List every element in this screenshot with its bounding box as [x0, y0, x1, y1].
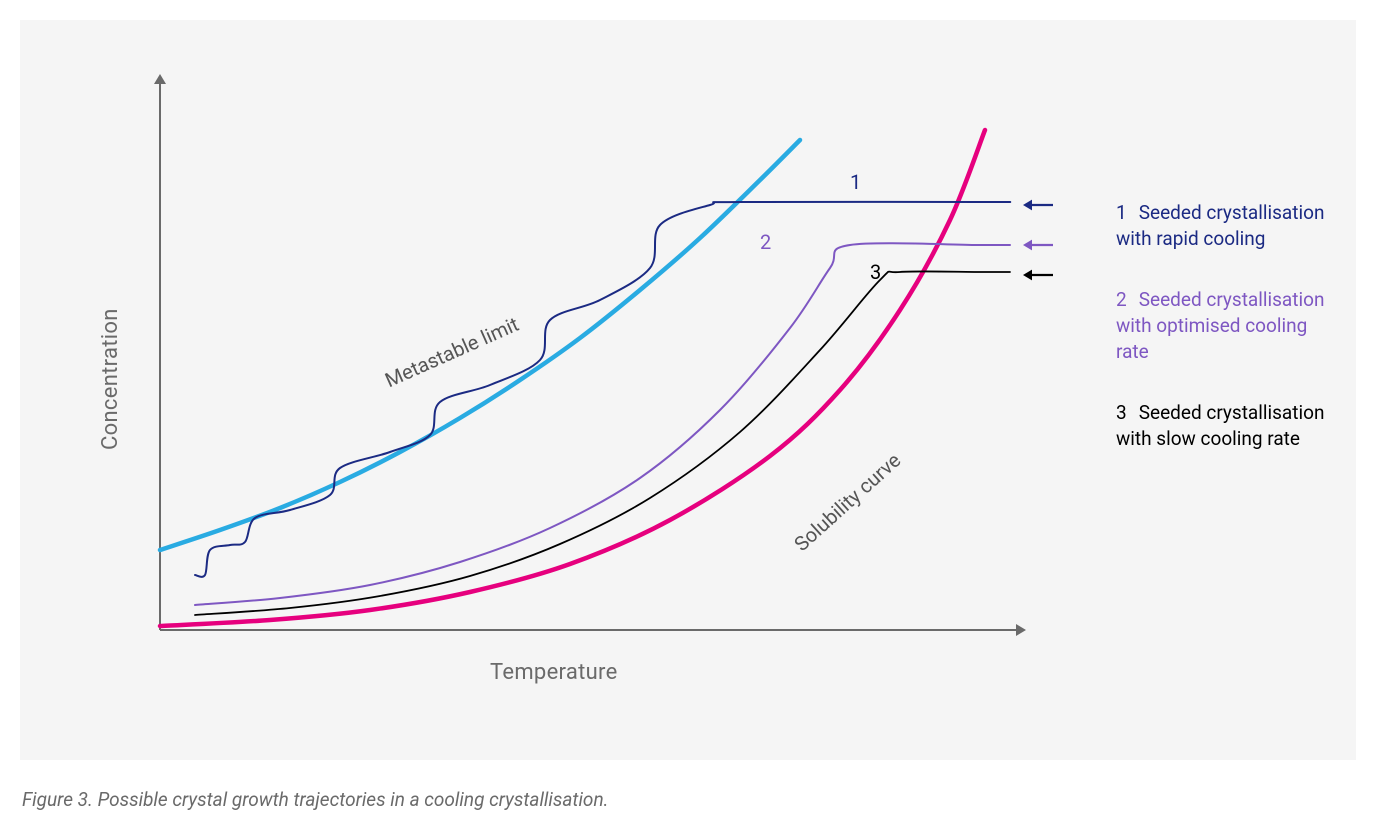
trajectory-1-number: 1 — [850, 170, 861, 194]
legend-text-3: Seeded crystallisation with slow cooling… — [1116, 401, 1324, 450]
trajectory-3-number: 3 — [870, 260, 881, 284]
legend-num-1: 1 — [1116, 200, 1134, 226]
legend-num-3: 3 — [1116, 400, 1134, 426]
legend-num-2: 2 — [1116, 287, 1134, 313]
legend-text-1: Seeded crystallisation with rapid coolin… — [1116, 201, 1324, 250]
legend-item-2: 2 Seeded crystallisation with optimised … — [1116, 287, 1326, 364]
legend-item-1: 1 Seeded crystallisation with rapid cool… — [1116, 200, 1326, 251]
figure-frame: Concentration Temperature Metastable lim… — [20, 20, 1356, 760]
legend: 1 Seeded crystallisation with rapid cool… — [1116, 200, 1326, 451]
trajectory-2-number: 2 — [760, 230, 771, 254]
legend-item-3: 3 Seeded crystallisation with slow cooli… — [1116, 400, 1326, 451]
legend-text-2: Seeded crystallisation with optimised co… — [1116, 288, 1324, 362]
figure-caption: Figure 3. Possible crystal growth trajec… — [22, 788, 609, 811]
chart-area: Concentration Temperature Metastable lim… — [20, 20, 1356, 760]
x-axis-label: Temperature — [490, 660, 618, 685]
y-axis-label: Concentration — [98, 308, 123, 450]
